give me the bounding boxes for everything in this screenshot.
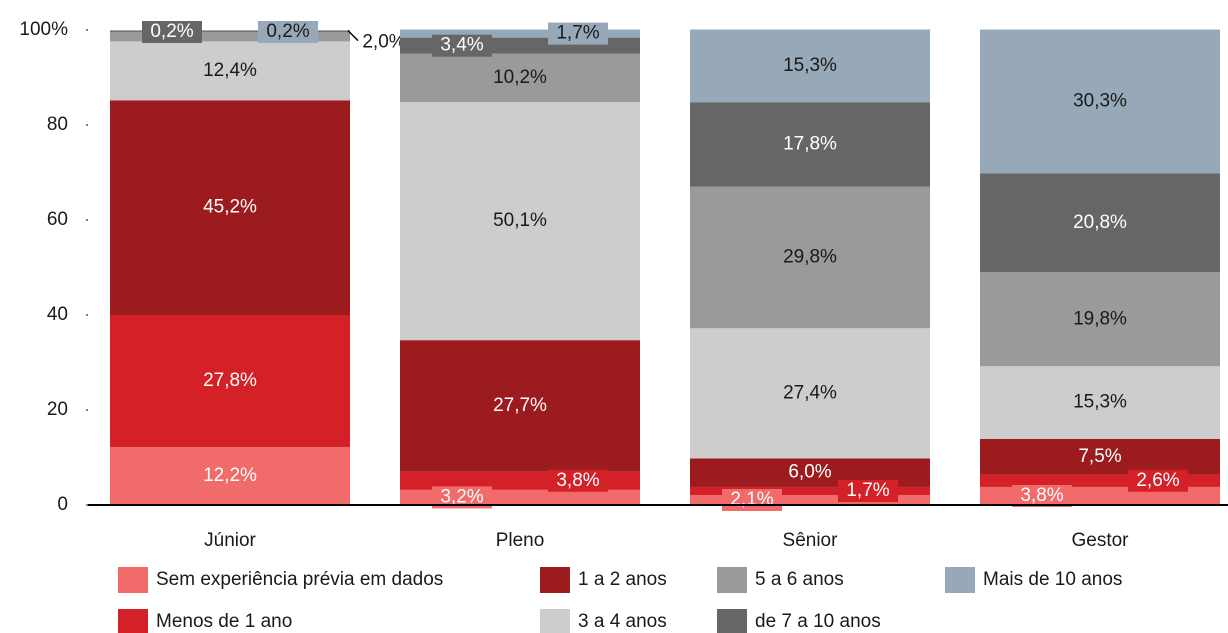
data-label-box	[548, 22, 608, 45]
data-label: 27,7%	[493, 395, 547, 416]
legend-label: Mais de 10 anos	[983, 569, 1122, 590]
bar-segment	[690, 486, 930, 496]
x-tick-label: Pleno	[496, 530, 545, 551]
bar-segment	[980, 272, 1220, 367]
data-label: 0,2%	[266, 21, 309, 42]
legend-swatch	[118, 567, 148, 593]
bar-segment	[110, 315, 350, 448]
data-label: 1,7%	[846, 480, 889, 501]
x-tick-label: Gestor	[1071, 530, 1129, 551]
y-tick-label: 80	[47, 114, 68, 135]
bar-segment	[400, 53, 640, 103]
legend-label: 1 a 2 anos	[578, 569, 667, 590]
bar-segment	[980, 438, 1220, 475]
bar-segment	[110, 30, 350, 32]
data-label: 3,8%	[556, 470, 599, 491]
data-label: 6,0%	[788, 462, 831, 483]
data-label: 12,4%	[203, 60, 257, 81]
bar-segment	[110, 31, 350, 42]
leader-line	[347, 30, 359, 42]
legend-label: de 7 a 10 anos	[755, 611, 881, 632]
bar-segment	[400, 29, 640, 38]
data-label: 45,2%	[203, 197, 257, 218]
bar-segment	[690, 29, 930, 103]
data-label-box	[258, 21, 318, 43]
data-label: 7,5%	[1078, 446, 1121, 467]
data-label-box	[548, 469, 608, 492]
x-tick-label: Sênior	[783, 530, 839, 551]
data-label: 2,0%	[362, 32, 405, 53]
data-label: 20,8%	[1073, 212, 1127, 233]
y-tick-label: 100%	[19, 19, 68, 40]
y-tick-label: 60	[47, 209, 68, 230]
data-label: 0,2%	[150, 21, 193, 42]
y-tick-label: 40	[47, 304, 68, 325]
bar-segment	[690, 186, 930, 329]
legend-label: Sem experiência prévia em dados	[156, 569, 443, 590]
data-label: 50,1%	[493, 210, 547, 231]
bar-segment	[400, 340, 640, 472]
bar-segment	[690, 102, 930, 187]
legend-swatch	[118, 609, 148, 633]
data-label-box	[1012, 484, 1072, 507]
data-label: 27,8%	[203, 370, 257, 391]
legend-label: Menos de 1 ano	[156, 611, 292, 632]
data-label: 15,3%	[1073, 392, 1127, 413]
data-label: 3,2%	[440, 486, 483, 507]
data-label-box	[838, 479, 898, 502]
data-label-box	[1128, 469, 1188, 492]
legend-label: 5 a 6 anos	[755, 569, 844, 590]
bar-segment	[110, 30, 350, 31]
data-label-box	[432, 34, 492, 57]
data-label: 17,8%	[783, 133, 837, 154]
legend-swatch	[717, 567, 747, 593]
legend-swatch	[540, 609, 570, 633]
y-tick-label: 0	[57, 494, 68, 515]
bar-segment	[110, 100, 350, 315]
y-tick-label: 20	[47, 399, 68, 420]
data-label: 3,8%	[1020, 485, 1063, 506]
data-label: 19,8%	[1073, 308, 1127, 329]
bar-segment	[110, 41, 350, 101]
data-label: 10,2%	[493, 67, 547, 88]
bar-segment	[690, 328, 930, 459]
data-label: 3,4%	[440, 35, 483, 56]
legend-swatch	[540, 567, 570, 593]
data-label: 29,8%	[783, 247, 837, 268]
bar-segment	[980, 173, 1220, 273]
data-label: 1,7%	[556, 23, 599, 44]
bar-segment	[980, 29, 1220, 174]
data-label: 2,1%	[730, 489, 773, 510]
legend-label: 3 a 4 anos	[578, 611, 667, 632]
bar-segment	[690, 495, 930, 505]
bar-segment	[980, 366, 1220, 439]
data-label: 30,3%	[1073, 91, 1127, 112]
data-label: 27,4%	[783, 382, 837, 403]
data-label: 2,6%	[1136, 470, 1179, 491]
bar-segment	[110, 447, 350, 505]
data-label: 12,2%	[203, 465, 257, 486]
x-tick-label: Júnior	[204, 530, 256, 551]
data-label: 15,3%	[783, 55, 837, 76]
bar-segment	[400, 102, 640, 341]
data-label-box	[142, 21, 202, 43]
legend-swatch	[717, 609, 747, 633]
data-label-box	[432, 486, 492, 509]
legend-swatch	[945, 567, 975, 593]
